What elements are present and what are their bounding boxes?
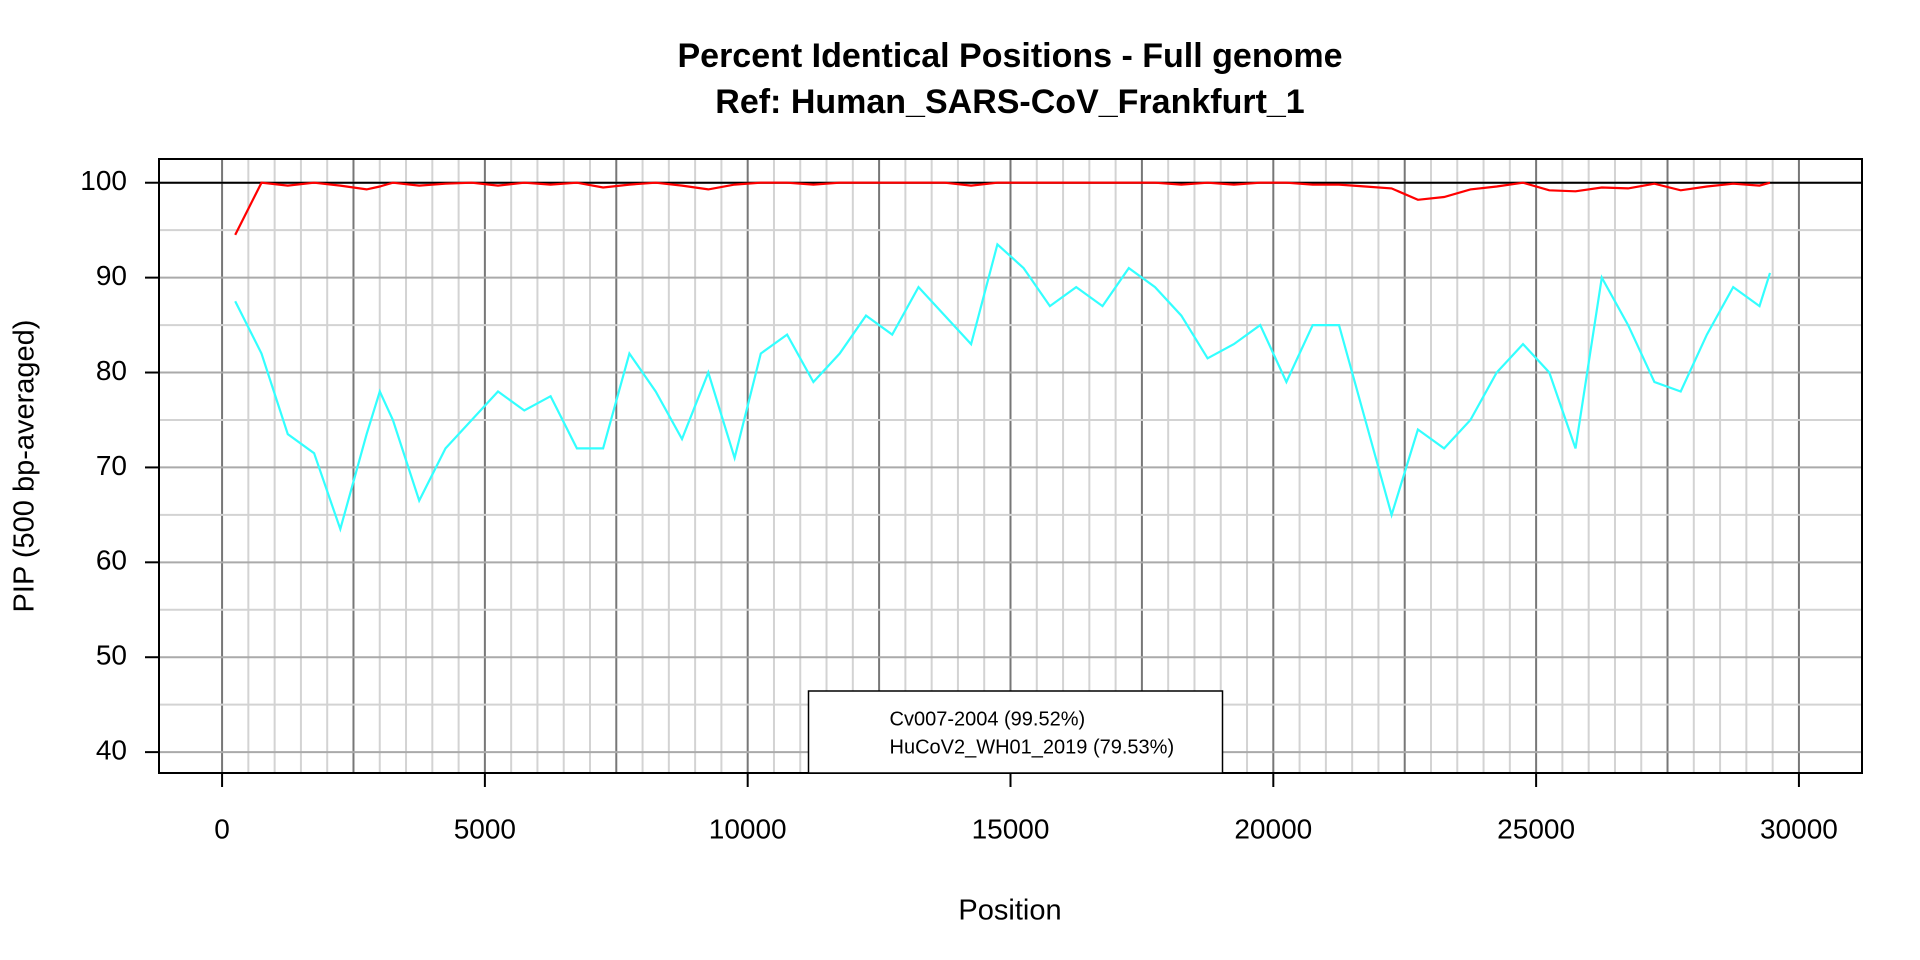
- x-tick-label: 20000: [1234, 813, 1312, 844]
- legend-label: HuCoV2_WH01_2019 (79.53%): [890, 736, 1175, 758]
- x-tick-label: 5000: [454, 813, 516, 844]
- chart-subtitle: Ref: Human_SARS-CoV_Frankfurt_1: [715, 83, 1304, 121]
- x-tick-label: 25000: [1497, 813, 1575, 844]
- y-tick-label: 50: [96, 640, 127, 671]
- chart-title: Percent Identical Positions - Full genom…: [677, 37, 1342, 75]
- y-tick-label: 70: [96, 450, 127, 481]
- x-tick-label: 10000: [709, 813, 787, 844]
- x-tick-label: 30000: [1760, 813, 1838, 844]
- x-tick-label: 0: [214, 813, 230, 844]
- x-tick-label: 15000: [972, 813, 1050, 844]
- y-tick-label: 90: [96, 260, 127, 291]
- x-axis-label: Position: [958, 895, 1061, 927]
- legend-label: Cv007-2004 (99.52%): [890, 708, 1086, 730]
- y-tick-label: 60: [96, 545, 127, 576]
- series-line: [234, 242, 1772, 533]
- y-tick-label: 40: [96, 735, 127, 766]
- y-tick-label: 80: [96, 355, 127, 386]
- legend-box: [807, 690, 1224, 774]
- y-tick-label: 100: [80, 165, 127, 196]
- legend: Cv007-2004 (99.52%) HuCoV2_WH01_2019 (79.…: [807, 690, 1224, 774]
- series-line: [234, 181, 1771, 236]
- y-axis-label: PIP (500 bp-averaged): [9, 320, 41, 613]
